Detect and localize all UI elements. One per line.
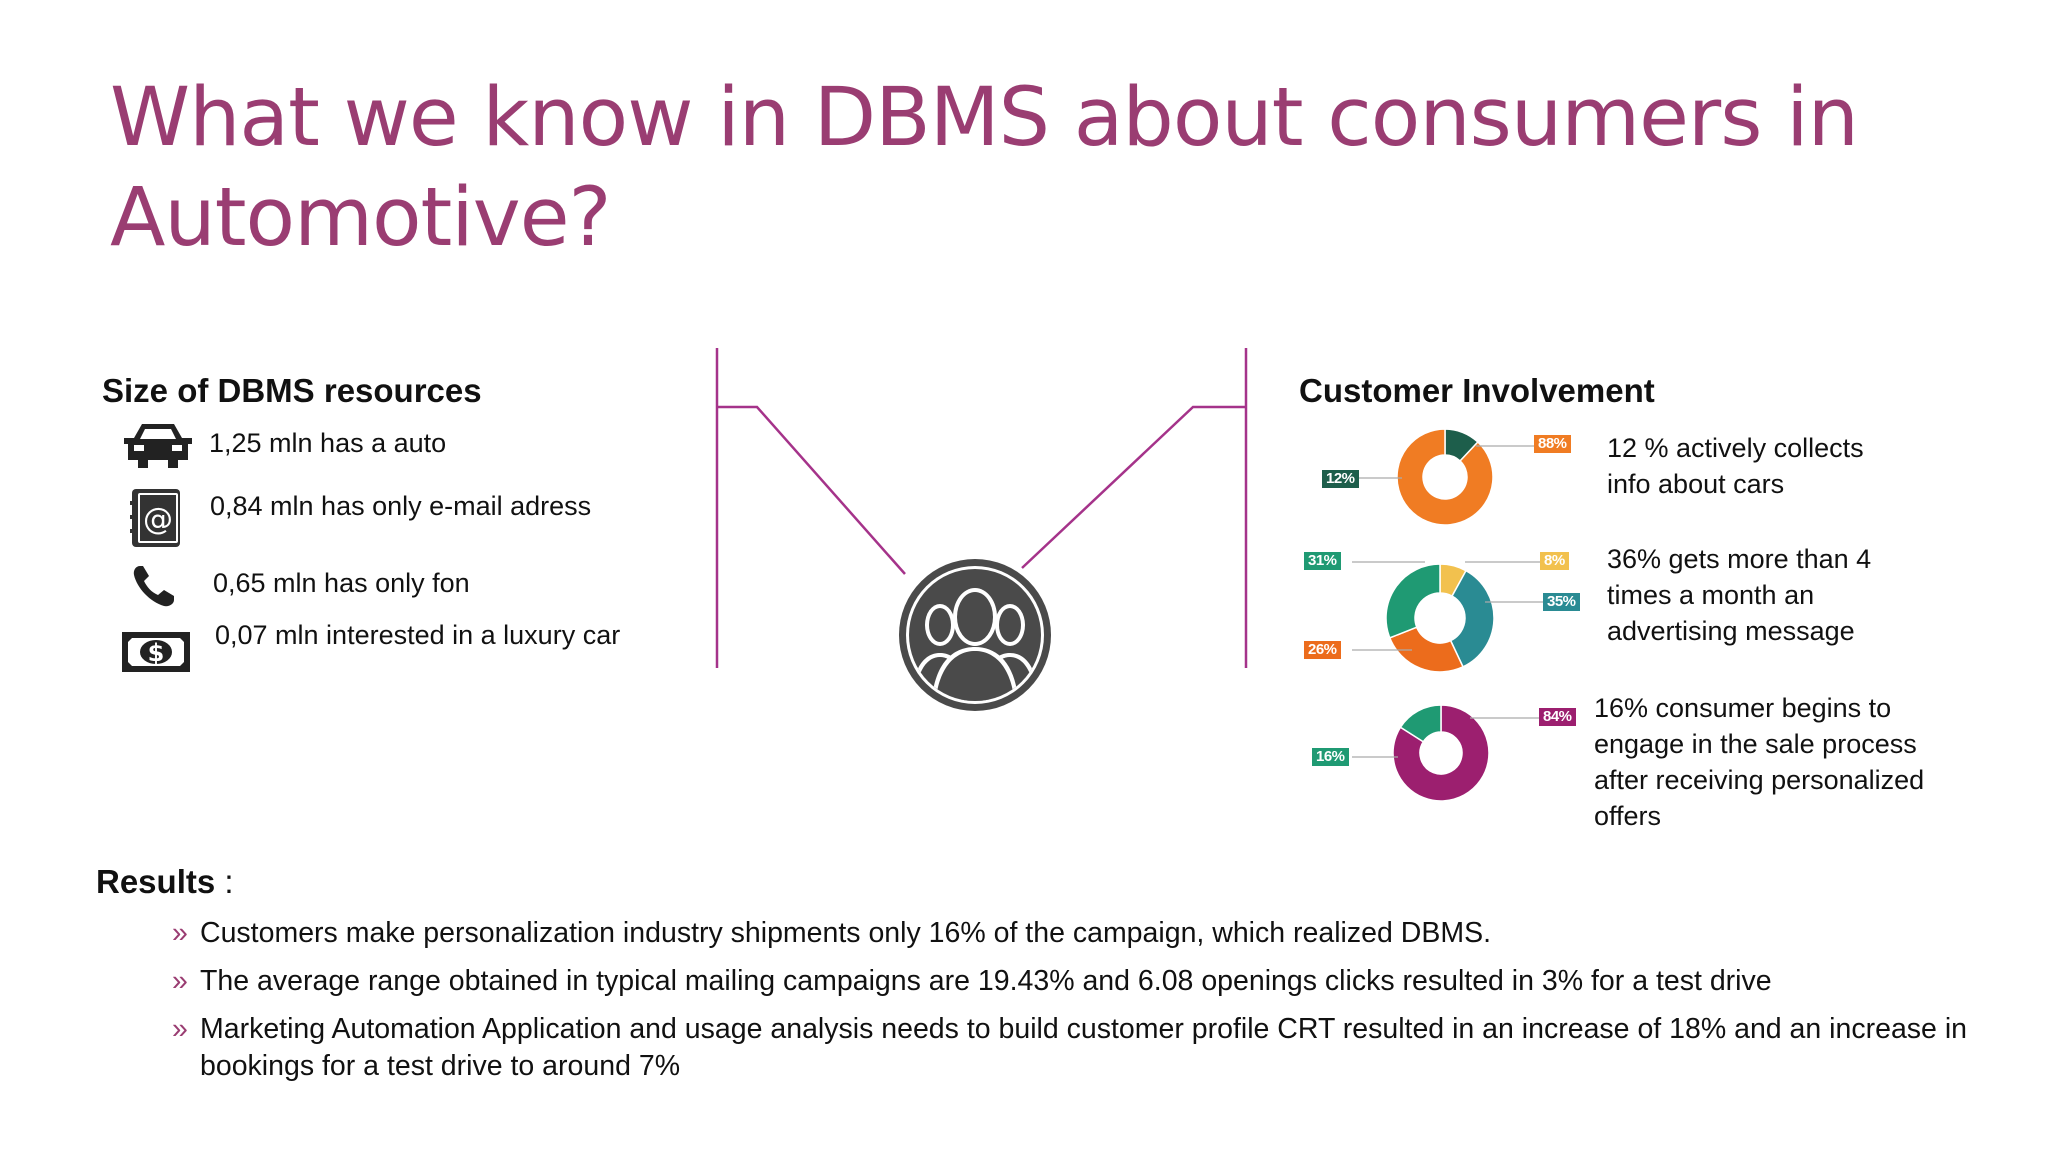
left-connector xyxy=(717,405,906,575)
donut-1-label-26: 26% xyxy=(1304,641,1341,659)
donut-1-segment-1 xyxy=(1449,569,1495,668)
donut-1-segment-2 xyxy=(1388,626,1464,673)
donut-0-label-large: 88% xyxy=(1534,435,1571,453)
donut-2-segment-0 xyxy=(1392,704,1490,802)
phone-icon xyxy=(133,566,174,607)
car-icon xyxy=(124,424,192,468)
bullet-mark: » xyxy=(172,1013,188,1045)
donut-2-segment-1 xyxy=(1399,704,1442,743)
resource-item-phone: 0,65 mln has only fon xyxy=(213,568,470,598)
donut-1-segment-3 xyxy=(1385,563,1441,639)
email-book-icon: @ xyxy=(130,489,180,547)
donut-1-label-31: 31% xyxy=(1304,552,1341,570)
involvement-stat-3: 16% consumer begins to engage in the sal… xyxy=(1594,693,1925,831)
donut-2-label-large: 84% xyxy=(1539,708,1576,726)
results-item-text: The average range obtained in typical ma… xyxy=(200,965,1772,997)
donut-0-label-small: 12% xyxy=(1322,470,1359,488)
results-heading-colon: : xyxy=(215,863,234,900)
resource-item-email: 0,84 mln has only e-mail adress xyxy=(210,491,592,521)
customers-group-icon xyxy=(899,559,1051,711)
resource-item-luxury: 0,07 mln interested in a luxury car xyxy=(215,620,621,650)
donut-1-label-35: 35% xyxy=(1543,593,1580,611)
bullet-mark: » xyxy=(172,965,188,997)
involvement-heading: Customer Involvement xyxy=(1299,372,1655,409)
right-connector xyxy=(1021,405,1246,569)
bullet-mark: » xyxy=(172,917,188,949)
results-item: » The average range obtained in typical m… xyxy=(172,963,2022,1000)
svg-text:$: $ xyxy=(148,639,165,667)
involvement-stat-1: 12 % actively collects info about cars xyxy=(1607,433,1864,499)
results-item: » Customers make personalization industry… xyxy=(172,915,2022,952)
results-item: » Marketing Automation Application and us… xyxy=(172,1011,1980,1085)
donut-chart-engagement xyxy=(1392,704,1490,802)
results-heading: Results : xyxy=(96,862,234,902)
resources-heading: Size of DBMS resources xyxy=(102,372,482,409)
involvement-stat-2: 36% gets more than 4 times a month an ad… xyxy=(1607,544,1872,646)
svg-text:@: @ xyxy=(143,502,173,537)
results-item-text: Customers make personalization industry … xyxy=(200,917,1492,949)
results-item-text: Marketing Automation Application and usa… xyxy=(200,1013,1967,1082)
resource-item-auto: 1,25 mln has a auto xyxy=(209,428,447,458)
money-icon: $ xyxy=(122,632,190,672)
donut-chart-info-collectors xyxy=(1396,428,1494,526)
donut-1-label-8: 8% xyxy=(1540,552,1569,570)
donut-0-segment-1 xyxy=(1396,428,1494,526)
donut-2-label-small: 16% xyxy=(1312,748,1349,766)
results-list: » Customers make personalization industry… xyxy=(172,915,2022,1096)
results-heading-label: Results xyxy=(96,863,216,900)
slide-title: What we know in DBMS about consumers in … xyxy=(110,71,1859,265)
donut-chart-ad-frequency xyxy=(1385,563,1495,673)
